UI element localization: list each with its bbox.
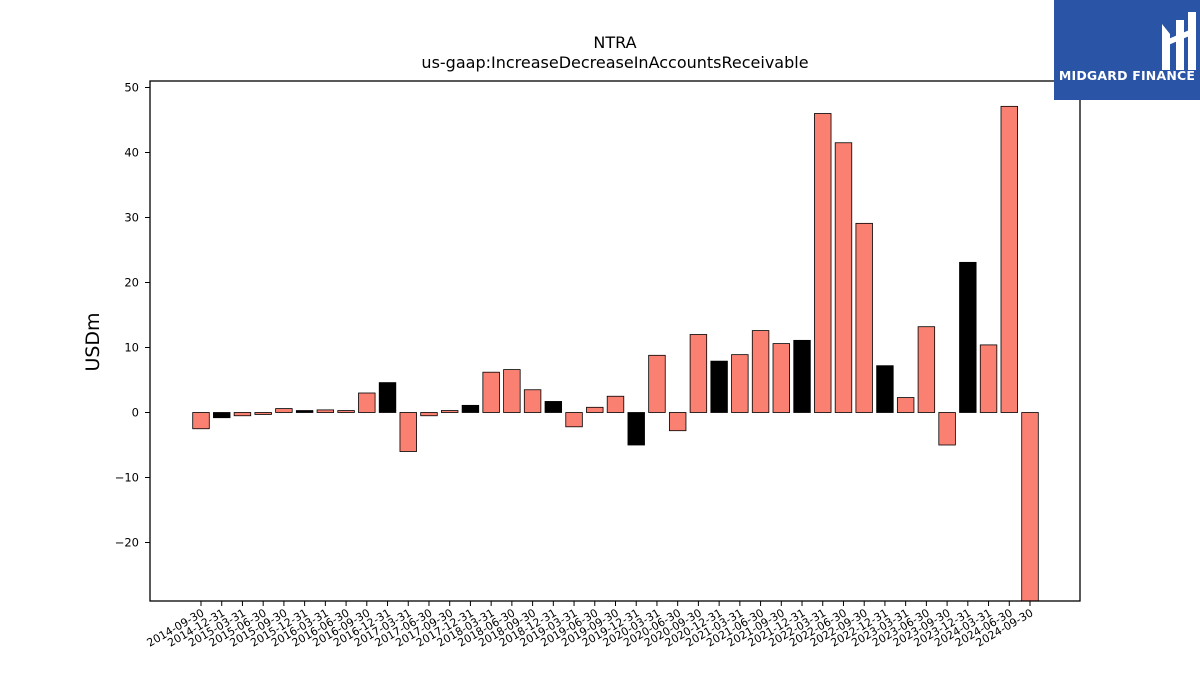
bar — [213, 412, 231, 419]
bar — [731, 354, 749, 413]
bar — [814, 113, 832, 413]
bar — [586, 406, 604, 413]
y-tick-label: 0 — [132, 406, 139, 420]
y-axis-label: USDm — [82, 312, 104, 371]
bar — [793, 339, 811, 413]
y-tick-label: 10 — [124, 341, 139, 355]
bar — [337, 410, 355, 413]
bar — [233, 412, 252, 417]
y-tick-label: 50 — [124, 81, 139, 95]
bar — [1000, 105, 1018, 413]
bar — [689, 334, 708, 413]
bar — [648, 354, 666, 413]
bar — [917, 326, 936, 413]
bar — [461, 404, 480, 413]
y-tick-label: 20 — [124, 276, 139, 290]
bar — [1021, 412, 1039, 602]
midgard-finance-logo: MIDGARD FINANCE — [1054, 0, 1200, 100]
bar — [275, 408, 293, 413]
bar — [938, 412, 956, 446]
bar — [896, 397, 915, 413]
bar — [855, 222, 873, 413]
y-tick-label: −10 — [115, 471, 139, 485]
bar — [254, 412, 272, 415]
bar — [959, 261, 977, 413]
bar — [358, 392, 376, 413]
y-tick-label: 30 — [124, 211, 139, 225]
chart-subtitle: us-gaap:IncreaseDecreaseInAccountsReceiv… — [421, 53, 808, 72]
logo-text: MIDGARD FINANCE — [1058, 68, 1196, 83]
bar — [482, 371, 500, 413]
bar — [710, 360, 728, 413]
plot-frame — [149, 80, 1081, 602]
bar — [378, 382, 397, 413]
bars-group — [192, 105, 1039, 602]
bar — [668, 412, 687, 432]
bar — [441, 410, 459, 413]
bar — [544, 401, 563, 413]
bar — [503, 369, 521, 413]
y-tick-label: −20 — [115, 536, 139, 550]
logo-mark-icon — [1162, 12, 1196, 70]
bar — [295, 410, 314, 413]
bar — [316, 409, 335, 413]
bar — [772, 343, 790, 413]
x-axis-ticks: 2014-09-302014-12-312015-03-312015-06-30… — [145, 601, 1036, 650]
y-axis-ticks: −20 −10 0 10 20 30 40 50 — [115, 81, 150, 550]
bar — [876, 365, 894, 413]
y-tick-label: 40 — [124, 146, 139, 160]
bar — [606, 395, 625, 413]
bar — [834, 142, 853, 413]
bar — [565, 412, 583, 428]
bar — [627, 412, 645, 446]
chart-title: NTRA — [593, 33, 636, 52]
bar — [979, 344, 998, 413]
bar — [751, 330, 770, 413]
bar — [420, 412, 438, 417]
bar — [192, 412, 210, 430]
bar — [523, 389, 542, 413]
bar — [399, 412, 417, 452]
